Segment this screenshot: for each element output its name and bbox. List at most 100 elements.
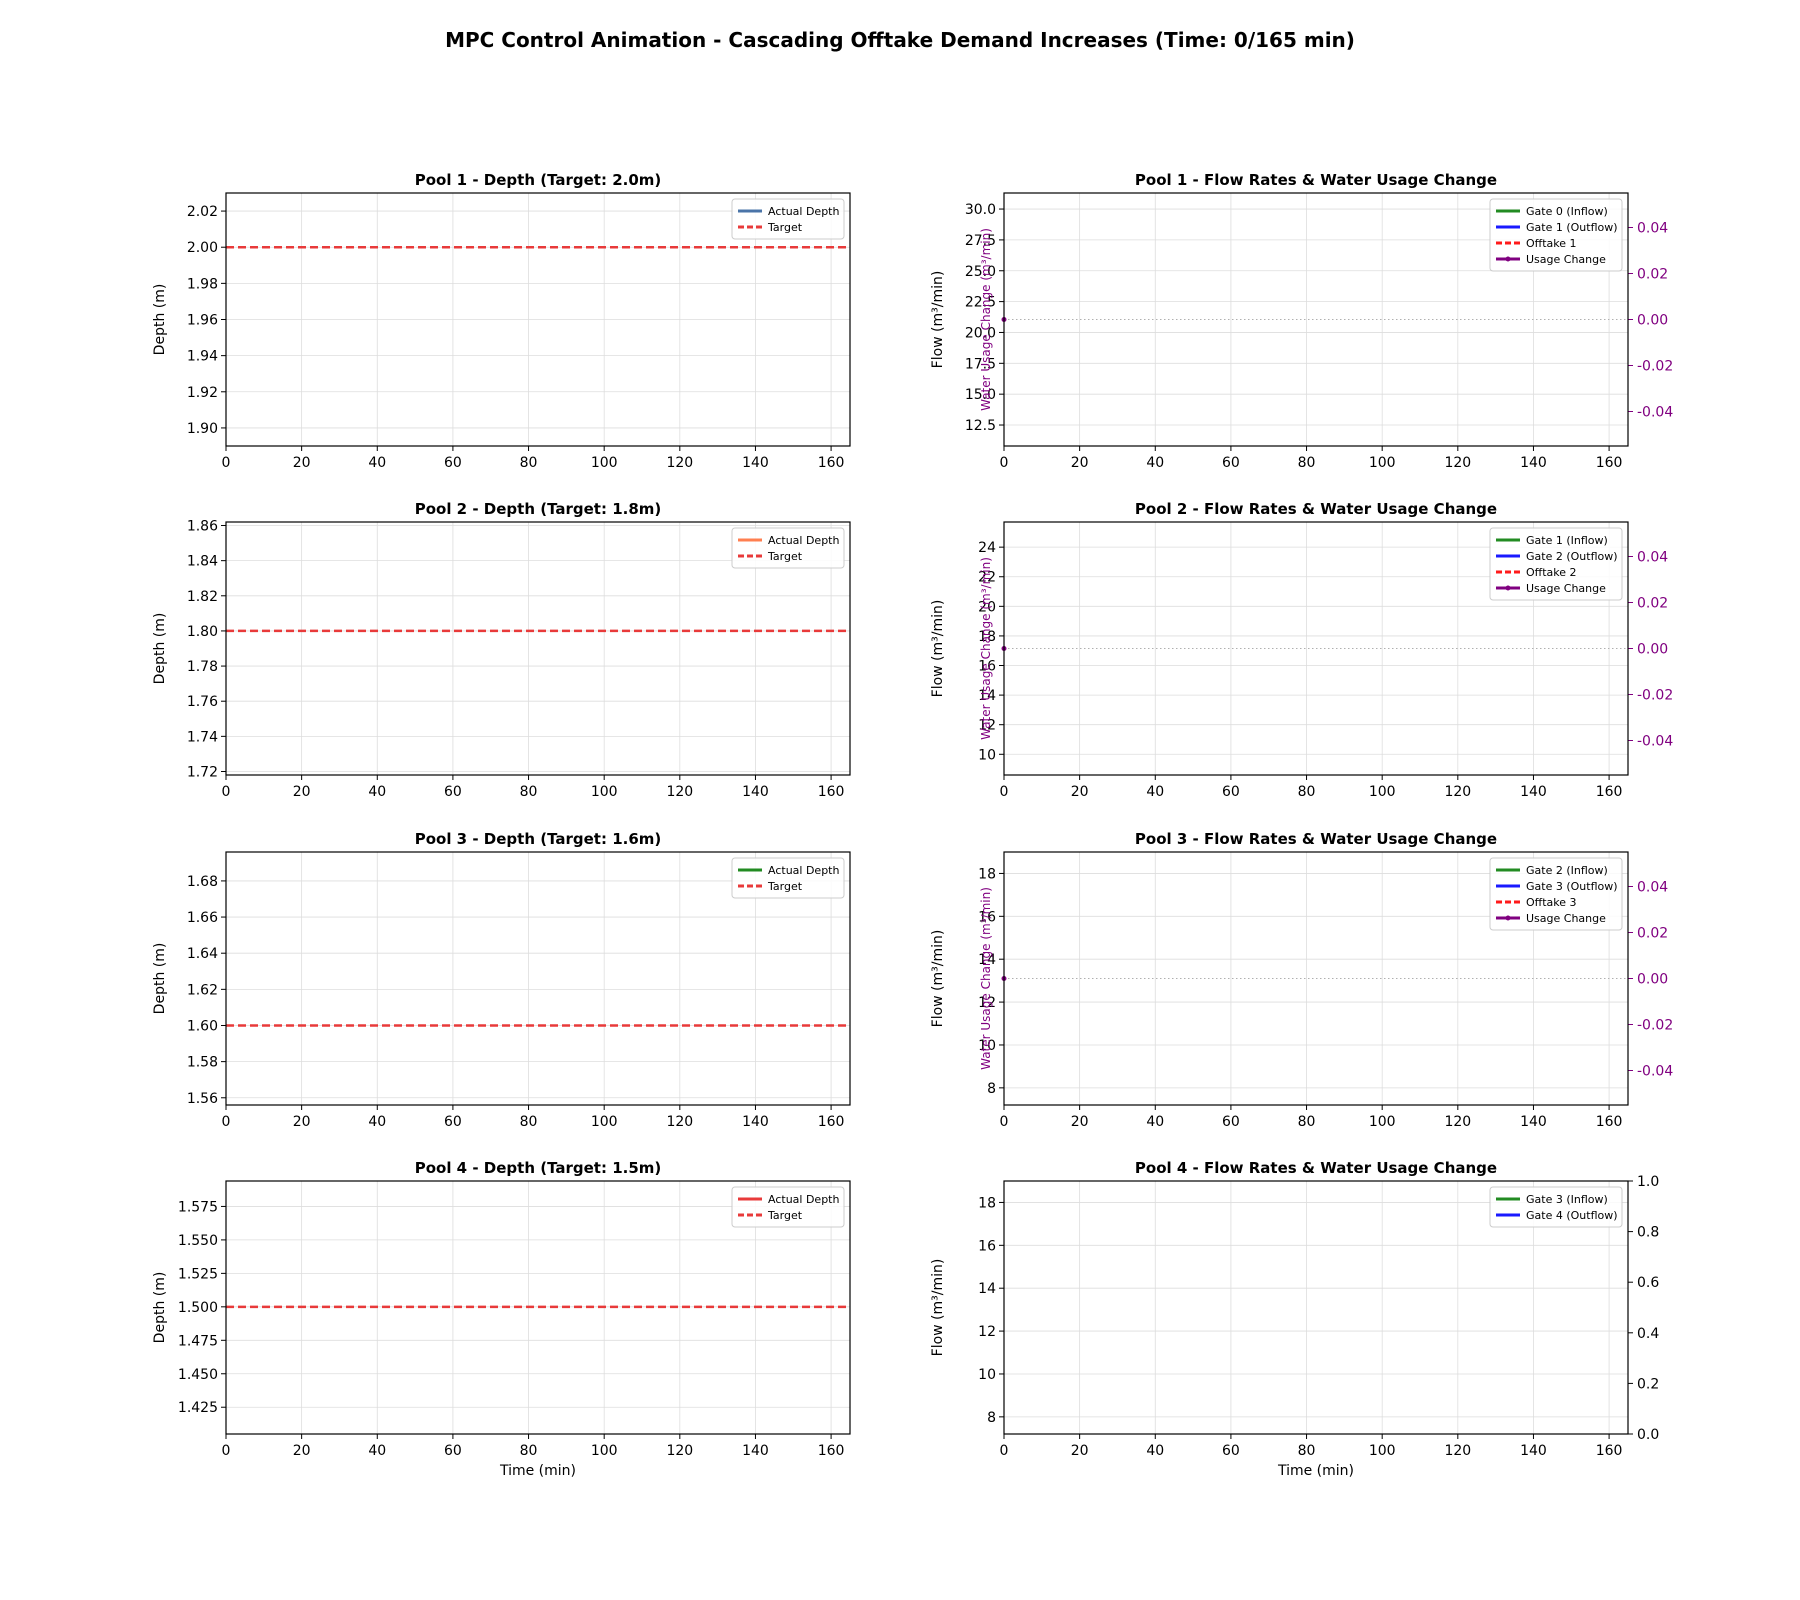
legend-box	[1489, 527, 1623, 601]
chart-title: Pool 2 - Flow Rates & Water Usage Change	[1135, 500, 1497, 518]
x-tick-label: 20	[1071, 1443, 1089, 1459]
plot-frame	[225, 1180, 851, 1435]
y2-axis-label: Water Usage Change (m³/min)	[979, 557, 993, 740]
y-tick-label: 10	[978, 747, 996, 763]
y-tick-label: 1.98	[187, 276, 218, 292]
x-tick-label: 0	[222, 784, 231, 800]
y2-tick-label: 0.4	[1637, 1326, 1659, 1342]
y-tick-label: 1.72	[187, 764, 218, 780]
x-tick-label: 140	[1520, 784, 1547, 800]
y-tick-label: 16	[978, 1238, 996, 1254]
y-tick-label: 1.450	[178, 1367, 218, 1383]
y-tick-label: 24	[978, 540, 996, 556]
chart-title: Pool 1 - Flow Rates & Water Usage Change	[1135, 171, 1497, 189]
legend-label: Actual Depth	[768, 534, 839, 547]
x-tick-label: 100	[591, 455, 618, 471]
legend-marker	[1505, 256, 1511, 262]
y-tick-label: 18	[978, 629, 996, 645]
legend: Gate 3 (Inflow) Gate 4 (Outflow)	[1489, 1186, 1623, 1228]
x-tick-label: 0	[222, 1443, 231, 1459]
x-tick-label: 20	[1071, 784, 1089, 800]
y-tick-label: 1.78	[187, 659, 218, 675]
y-tick-label: 22	[978, 570, 996, 586]
x-tick-label: 160	[1596, 455, 1623, 471]
figure-title: MPC Control Animation - Cascading Offtak…	[445, 28, 1355, 52]
y-tick-label: 1.92	[187, 385, 218, 401]
x-tick-label: 80	[520, 1443, 538, 1459]
x-tick-label: 140	[742, 1443, 769, 1459]
x-tick-label: 20	[293, 1114, 311, 1130]
x-tick-label: 20	[1071, 455, 1089, 471]
x-tick-label: 120	[666, 455, 693, 471]
y-tick-label: 1.62	[187, 982, 218, 998]
legend: Gate 0 (Inflow) Gate 1 (Outflow) Offtake 1…	[1489, 198, 1623, 272]
y-tick-label: 22.5	[965, 295, 996, 311]
y-tick-label: 8	[987, 1410, 996, 1426]
legend-label: Gate 0 (Inflow)	[1526, 205, 1608, 218]
y2-axis-label: Water Usage Change (m³/min)	[979, 228, 993, 411]
x-tick-label: 40	[1146, 1114, 1164, 1130]
y-tick-label: 2.02	[187, 204, 218, 220]
x-tick-label: 60	[444, 455, 462, 471]
x-tick-label: 20	[293, 1443, 311, 1459]
y-tick-label: 1.56	[187, 1091, 218, 1107]
y-tick-label: 1.80	[187, 624, 218, 640]
x-tick-label: 140	[742, 455, 769, 471]
legend-marker	[1505, 585, 1511, 591]
y-tick-label: 12	[978, 1324, 996, 1340]
y-tick-label: 1.82	[187, 589, 218, 605]
x-tick-label: 0	[1000, 784, 1009, 800]
chart-title: Pool 4 - Depth (Target: 1.5m)	[415, 1159, 662, 1177]
legend-label: Gate 1 (Outflow)	[1526, 221, 1618, 234]
x-tick-label: 120	[666, 1114, 693, 1130]
y2-axis-label: Water Usage Change (m³/min)	[979, 887, 993, 1070]
x-axis-label: Time (min)	[1277, 1463, 1354, 1479]
legend-label: Gate 2 (Outflow)	[1526, 550, 1618, 563]
x-tick-label: 20	[1071, 1114, 1089, 1130]
x-tick-label: 100	[1369, 455, 1396, 471]
y2-tick-label: 0.2	[1637, 1376, 1659, 1392]
legend-marker	[1505, 915, 1511, 921]
x-axis-label: Time (min)	[499, 1463, 576, 1479]
legend-label: Gate 2 (Inflow)	[1526, 864, 1608, 877]
legend: Gate 1 (Inflow) Gate 2 (Outflow) Offtake 2…	[1489, 527, 1623, 601]
legend-box	[731, 857, 845, 899]
legend-label: Offtake 2	[1526, 566, 1577, 579]
x-tick-label: 0	[1000, 1443, 1009, 1459]
y-axis-label: Flow (m³/min)	[930, 600, 946, 698]
x-tick-label: 40	[1146, 1443, 1164, 1459]
x-tick-label: 40	[368, 784, 386, 800]
chart-panel-7: Pool 4 - Depth (Target: 1.5m) 0 20 40 60 80 10…	[152, 1159, 851, 1479]
x-tick-label: 40	[1146, 455, 1164, 471]
y-tick-label: 12	[978, 995, 996, 1011]
legend-label: Gate 3 (Outflow)	[1526, 880, 1618, 893]
plot-frame	[1003, 192, 1629, 447]
x-tick-label: 40	[368, 1443, 386, 1459]
y-tick-label: 1.66	[187, 910, 218, 926]
x-tick-label: 20	[293, 455, 311, 471]
chart-title: Pool 2 - Depth (Target: 1.8m)	[415, 500, 662, 518]
x-tick-label: 80	[520, 1114, 538, 1130]
chart-panel-3: Pool 2 - Depth (Target: 1.8m) 0 20 40 60 80 10…	[152, 500, 851, 800]
x-tick-label: 60	[1222, 1114, 1240, 1130]
x-tick-label: 140	[1520, 1443, 1547, 1459]
x-tick-label: 120	[1444, 1443, 1471, 1459]
y-tick-label: 10	[978, 1038, 996, 1054]
plot-frame	[1003, 851, 1629, 1106]
y2-tick-label: -0.04	[1637, 734, 1673, 750]
x-tick-label: 160	[1596, 784, 1623, 800]
x-tick-label: 140	[742, 784, 769, 800]
y-tick-label: 20	[978, 599, 996, 615]
x-tick-label: 140	[1520, 455, 1547, 471]
plot-frame	[1003, 521, 1629, 776]
chart-title: Pool 3 - Flow Rates & Water Usage Change	[1135, 830, 1497, 848]
y-tick-label: 1.84	[187, 554, 218, 570]
y-tick-label: 16	[978, 659, 996, 675]
x-tick-label: 160	[818, 1443, 845, 1459]
x-tick-label: 80	[1298, 784, 1316, 800]
x-tick-label: 60	[1222, 784, 1240, 800]
chart-title: Pool 3 - Depth (Target: 1.6m)	[415, 830, 662, 848]
legend-box	[1489, 198, 1623, 272]
x-tick-label: 20	[293, 784, 311, 800]
